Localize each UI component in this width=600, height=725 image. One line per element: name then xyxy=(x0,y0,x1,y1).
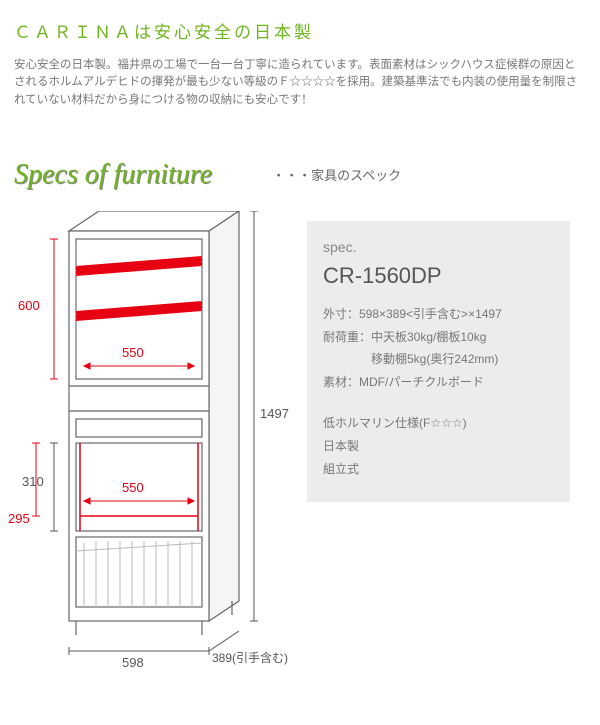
content-row: 600 550 310 295 550 1497 598 389(引手含む) s… xyxy=(14,211,586,671)
spec-line: 組立式 xyxy=(323,458,554,481)
dim-1497: 1497 xyxy=(260,406,289,421)
diagram-svg xyxy=(14,211,289,671)
furniture-diagram: 600 550 310 295 550 1497 598 389(引手含む) xyxy=(14,211,289,671)
spec-line: 移動棚5kg(奥行242mm) xyxy=(323,348,554,371)
dim-295: 295 xyxy=(8,511,30,526)
spec-line: 外寸：598×389<引手含む>×1497 xyxy=(323,303,554,326)
description-text: 安心安全の日本製。福井県の工場で一台一台丁寧に造られています。表面素材はシックハ… xyxy=(14,57,586,109)
dim-550-upper: 550 xyxy=(122,345,144,360)
specs-title: Specs of furniture xyxy=(14,159,212,191)
spec-line: 日本製 xyxy=(323,435,554,458)
dim-550-lower: 550 xyxy=(122,480,144,495)
spec-line: 素材：MDF/パーチクルボード xyxy=(323,371,554,394)
dim-310: 310 xyxy=(22,474,44,489)
spec-line: 低ホルマリン仕様(F☆☆☆) xyxy=(323,412,554,435)
specs-header-row: Specs of furniture ・・・家具のスペック xyxy=(14,159,586,191)
dim-600: 600 xyxy=(18,298,40,313)
main-heading: ＣＡＲＩＮＡは安心安全の日本製 xyxy=(14,18,586,43)
spec-line: 耐荷重：中天板30kg/棚板10kg xyxy=(323,326,554,349)
specs-subtitle: ・・・家具のスペック xyxy=(272,165,401,184)
dim-598: 598 xyxy=(122,655,144,670)
spec-label: spec. xyxy=(323,239,554,255)
spec-model: CR-1560DP xyxy=(323,263,554,289)
dim-389: 389(引手含む) xyxy=(212,649,288,666)
spec-box: spec. CR-1560DP 外寸：598×389<引手含む>×1497 耐荷… xyxy=(307,221,570,503)
